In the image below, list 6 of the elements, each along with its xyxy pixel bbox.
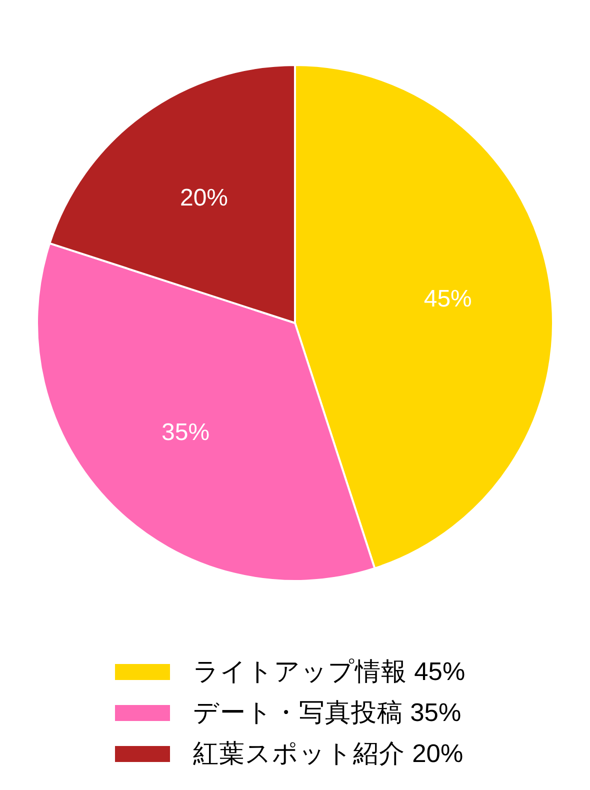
data-label: 20% <box>180 184 228 212</box>
legend-label: デート・写真投稿 35% <box>193 699 462 727</box>
data-label: 35% <box>162 418 210 446</box>
legend-label: 紅葉スポット紹介 20% <box>193 740 464 768</box>
legend-label: ライトアップ情報 45% <box>193 658 466 686</box>
data-label: 45% <box>424 285 472 312</box>
